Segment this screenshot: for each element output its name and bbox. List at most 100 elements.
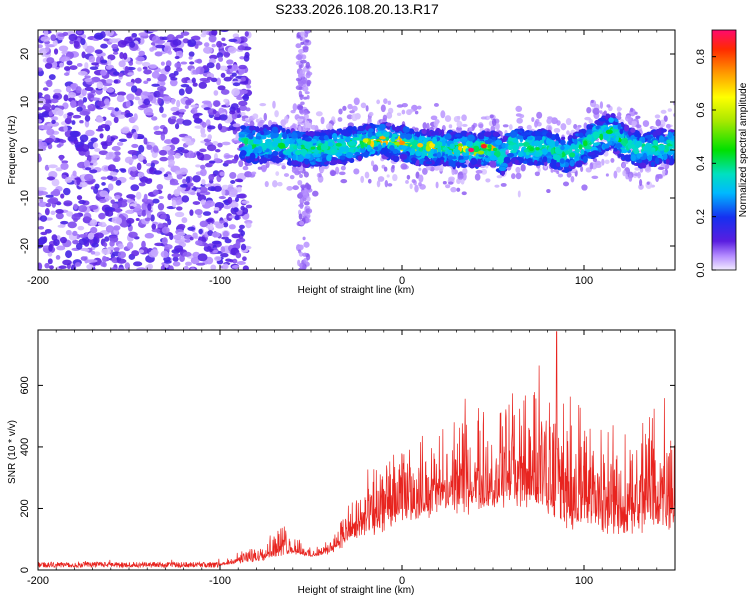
heatmap-cell [170, 77, 178, 81]
heatmap-cell [70, 100, 77, 108]
heatmap-cell [500, 182, 507, 187]
heatmap-cell [117, 91, 127, 96]
heatmap-cell [199, 220, 209, 228]
heatmap-cell [38, 97, 46, 105]
heatmap-cell [172, 256, 179, 262]
heatmap-cell [150, 162, 156, 168]
heatmap-cell [617, 123, 622, 130]
heatmap-cell [251, 171, 257, 175]
heatmap-cell [328, 139, 335, 143]
heatmap-cell [592, 107, 600, 115]
heatmap-cell [390, 136, 396, 143]
heatmap-cell [299, 174, 303, 179]
heatmap-cell [328, 134, 333, 140]
heatmap-cell [389, 144, 395, 151]
heatmap-cell [131, 250, 140, 257]
heatmap-cell [367, 178, 372, 184]
heatmap-cell [201, 100, 212, 105]
heatmap-cell [68, 33, 78, 42]
heatmap-cell [138, 50, 145, 56]
heatmap-peak [480, 143, 487, 149]
heatmap-cell [247, 144, 253, 151]
heatmap-cell [118, 60, 126, 68]
heatmap-cell [630, 154, 636, 162]
heatmap-cell [142, 91, 151, 96]
heatmap-cell [147, 203, 152, 211]
heatmap-cell [163, 267, 170, 270]
heatmap-cell [105, 225, 114, 233]
heatmap-cell [78, 205, 88, 213]
heatmap-cell [662, 169, 666, 175]
heatmap-cell [42, 87, 49, 91]
spectrogram-ytick-label: 20 [19, 48, 31, 60]
heatmap-cell [515, 135, 524, 140]
heatmap-cell [157, 223, 164, 229]
colorbar-ticks: 0.00.20.40.60.8 [695, 49, 716, 278]
heatmap-cell [102, 255, 107, 263]
heatmap-cell [437, 146, 442, 154]
heatmap-cell [117, 251, 127, 259]
heatmap-cell [143, 137, 148, 145]
heatmap-cell [96, 100, 106, 107]
heatmap-cell [253, 139, 261, 145]
heatmap-cell [291, 160, 300, 166]
heatmap-cell [494, 122, 500, 130]
heatmap-cell [115, 217, 123, 225]
heatmap-cell [314, 149, 319, 155]
heatmap-cell [219, 30, 229, 33]
heatmap-cell [77, 99, 84, 108]
heatmap-cell [109, 38, 119, 44]
heatmap-cell [517, 190, 521, 198]
heatmap-cell [145, 209, 150, 216]
heatmap-cell [216, 40, 223, 48]
heatmap-cell [337, 117, 343, 122]
heatmap-cell [87, 232, 95, 240]
heatmap-cell [215, 148, 221, 153]
heatmap-cell [253, 147, 259, 154]
heatmap-cell [297, 179, 303, 186]
heatmap-cell [244, 31, 249, 37]
heatmap-cell [55, 167, 63, 172]
heatmap-cell [321, 157, 328, 163]
heatmap-cell [220, 246, 226, 253]
heatmap-cell [185, 176, 191, 184]
heatmap-cell [151, 71, 160, 79]
heatmap-cell [307, 131, 316, 137]
heatmap-cell [338, 171, 346, 176]
heatmap-cell [470, 157, 478, 165]
heatmap-cell [181, 195, 190, 203]
heatmap-cell [85, 167, 92, 171]
heatmap-cell [433, 103, 439, 107]
heatmap-cell [48, 74, 56, 80]
heatmap-cell [61, 174, 67, 179]
heatmap-cell [38, 113, 48, 118]
heatmap-cell [109, 171, 118, 176]
heatmap-cell [221, 184, 230, 190]
heatmap-cell [392, 173, 398, 182]
heatmap-cell [340, 129, 349, 136]
heatmap-cell [217, 123, 223, 131]
heatmap-cell [630, 107, 634, 112]
heatmap-cell [206, 76, 213, 81]
heatmap-cell [47, 258, 53, 265]
heatmap-cell [302, 96, 308, 100]
heatmap-cell [613, 147, 618, 152]
spectrogram-ytick-label: 0 [19, 147, 31, 153]
heatmap-cell [666, 139, 671, 144]
heatmap-cell [271, 131, 279, 139]
heatmap-cell [131, 143, 139, 149]
heatmap-cell [116, 114, 126, 119]
heatmap-cell [261, 166, 267, 173]
heatmap-cell [418, 182, 422, 187]
heatmap-cell [300, 101, 305, 105]
heatmap-cell [100, 43, 108, 49]
heatmap-cell [229, 110, 236, 115]
heatmap-cell [448, 181, 454, 185]
heatmap-cell [84, 119, 90, 128]
heatmap-cell [87, 259, 98, 263]
heatmap-cell [75, 242, 83, 250]
heatmap-cell [207, 125, 216, 130]
heatmap-cell [45, 44, 50, 53]
heatmap-cell [70, 264, 76, 270]
heatmap-cell [180, 84, 190, 88]
